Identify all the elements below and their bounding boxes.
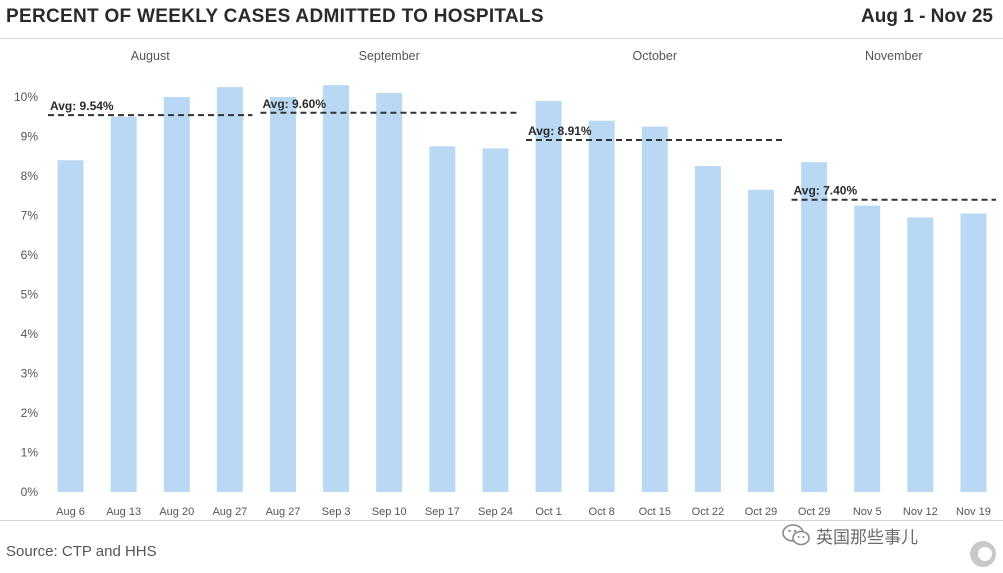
month-label: November (865, 49, 923, 63)
chart-footer: Source: CTP and HHS 英国那些事儿 (0, 520, 1003, 573)
bar (960, 213, 987, 492)
x-tick-label: Sep 17 (425, 506, 460, 518)
x-tick-label: Nov 5 (853, 506, 882, 518)
bar (482, 148, 509, 492)
x-tick-label: Sep 24 (478, 506, 513, 518)
x-tick-label: Sep 3 (322, 506, 351, 518)
x-tick-label: Oct 22 (692, 506, 724, 518)
watermark: 英国那些事儿 (782, 521, 918, 549)
y-tick-label: 4% (21, 327, 39, 341)
bar (694, 166, 721, 492)
bar (907, 217, 934, 492)
x-tick-label: Oct 8 (589, 506, 615, 518)
average-label: Avg: 9.54% (50, 99, 114, 113)
x-tick-label: Oct 29 (798, 506, 830, 518)
bar (641, 126, 668, 492)
wechat-icon (782, 524, 810, 546)
x-tick-label: Oct 15 (639, 506, 671, 518)
y-tick-label: 7% (21, 209, 39, 223)
bar (110, 116, 137, 492)
bar (854, 205, 881, 492)
corner-logo-icon (970, 541, 996, 567)
bar (163, 97, 190, 492)
bar (270, 97, 296, 492)
source-note: Source: CTP and HHS (6, 543, 157, 560)
bar (748, 189, 774, 492)
chart-header: PERCENT OF WEEKLY CASES ADMITTED TO HOSP… (0, 0, 1003, 39)
x-tick-label: Nov 19 (956, 506, 991, 518)
average-label: Avg: 7.40% (794, 184, 858, 198)
bar (535, 100, 562, 492)
x-tick-label: Aug 20 (159, 506, 194, 518)
x-tick-label: Oct 1 (535, 506, 561, 518)
bar (57, 160, 84, 492)
y-tick-label: 9% (21, 130, 39, 144)
bar-chart: 0% 1% 2% 3% 4% 5% 6% 7% 8% 9% 10% Aug 6 Aug 13 Aug 20… (14, 49, 996, 518)
x-tick-label: Aug 27 (266, 506, 301, 518)
bar (376, 93, 403, 493)
x-tick-label: Aug 6 (56, 506, 85, 518)
bar (588, 120, 615, 492)
y-tick-label: 10% (14, 90, 38, 104)
y-tick-label: 6% (21, 248, 39, 262)
y-tick-label: 5% (21, 288, 39, 302)
y-tick-label: 1% (21, 446, 39, 460)
y-tick-label: 0% (21, 485, 39, 499)
bar (323, 85, 350, 493)
chart-area: 0% 1% 2% 3% 4% 5% 6% 7% 8% 9% 10% Aug 6 Aug 13 Aug 20… (0, 38, 1003, 520)
date-range: Aug 1 - Nov 25 (861, 6, 993, 27)
chart-title: PERCENT OF WEEKLY CASES ADMITTED TO HOSP… (6, 6, 544, 27)
watermark-text: 英国那些事儿 (816, 527, 918, 547)
y-tick-label: 3% (21, 367, 39, 381)
average-label: Avg: 9.60% (262, 97, 326, 111)
bar (801, 162, 828, 493)
x-tick-label: Aug 13 (106, 506, 141, 518)
bar (429, 146, 456, 492)
month-label: August (131, 49, 170, 63)
bar (216, 87, 243, 492)
x-tick-label: Oct 29 (745, 506, 777, 518)
y-tick-label: 2% (21, 406, 39, 420)
month-label: October (633, 49, 677, 63)
x-tick-label: Nov 12 (903, 506, 938, 518)
y-tick-label: 8% (21, 169, 39, 183)
x-tick-label: Sep 10 (372, 506, 407, 518)
x-tick-label: Aug 27 (212, 506, 247, 518)
month-label: September (359, 49, 420, 63)
average-label: Avg: 8.91% (528, 124, 592, 138)
